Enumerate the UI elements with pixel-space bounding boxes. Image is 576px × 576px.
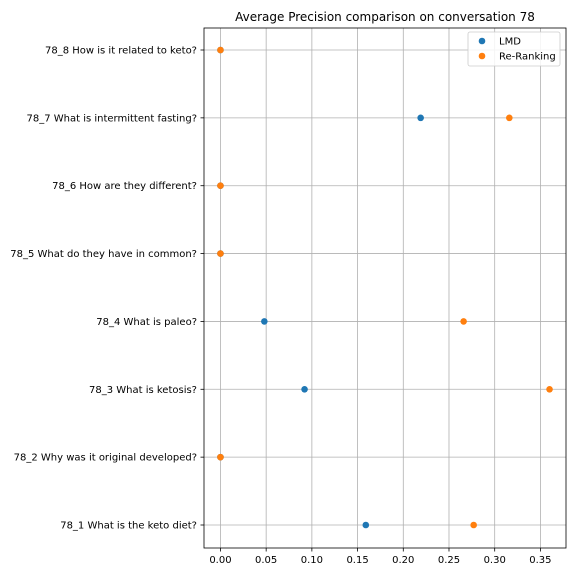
- x-tick-label: 0.25: [438, 555, 460, 566]
- y-tick-label: 78_7 What is intermittent fasting?: [26, 113, 197, 124]
- x-tick-label: 0.15: [346, 555, 368, 566]
- legend: LMD Re-Ranking: [467, 31, 561, 67]
- y-tick-label: 78_8 How is it related to keto?: [45, 46, 197, 57]
- x-tick-label: 0.35: [529, 555, 551, 566]
- y-tick-label: 78_2 Why was it original developed?: [14, 453, 197, 464]
- data-point-lmd: [301, 385, 308, 393]
- data-point-re-ranking: [546, 385, 553, 393]
- chart-title: Average Precision comparison on conversa…: [235, 10, 535, 24]
- legend-marker: [478, 37, 486, 45]
- data-point-lmd: [417, 114, 424, 122]
- data-point-re-ranking: [506, 114, 513, 122]
- x-tick-label: 0.10: [301, 555, 323, 566]
- data-point-re-ranking: [217, 46, 224, 54]
- y-tick-label: 78_3 What is ketosis?: [89, 385, 197, 396]
- y-tick-label: 78_5 What do they have in common?: [10, 249, 197, 260]
- data-point-re-ranking: [460, 318, 467, 325]
- x-tick-label: 0.05: [255, 555, 277, 566]
- legend-marker: [478, 52, 486, 60]
- y-tick-label: 78_4 What is paleo?: [96, 317, 197, 328]
- x-tick-label: 0.00: [209, 555, 231, 566]
- legend-label: Re-Ranking: [499, 52, 556, 63]
- grid-lines: [204, 28, 566, 548]
- y-tick-label: 78_6 How are they different?: [52, 181, 197, 192]
- data-point-re-ranking: [217, 182, 224, 190]
- data-point-lmd: [261, 318, 268, 325]
- x-tick-label: 0.30: [484, 555, 506, 566]
- data-point-re-ranking: [217, 250, 224, 257]
- data-point-lmd: [362, 521, 370, 529]
- legend-label: LMD: [499, 37, 521, 48]
- plot-frame: [203, 27, 567, 549]
- axes: 0.00 0.05 0.10 0.15 0.20 0.25 0.30 0.35 78_1 Wha…: [10, 27, 567, 566]
- y-tick-label: 78_1 What is the keto diet?: [60, 521, 197, 532]
- data-points: [217, 46, 553, 529]
- legend-box: [467, 31, 561, 67]
- data-point-re-ranking: [470, 521, 477, 529]
- x-tick-label: 0.20: [392, 555, 414, 566]
- data-point-re-ranking: [217, 453, 224, 461]
